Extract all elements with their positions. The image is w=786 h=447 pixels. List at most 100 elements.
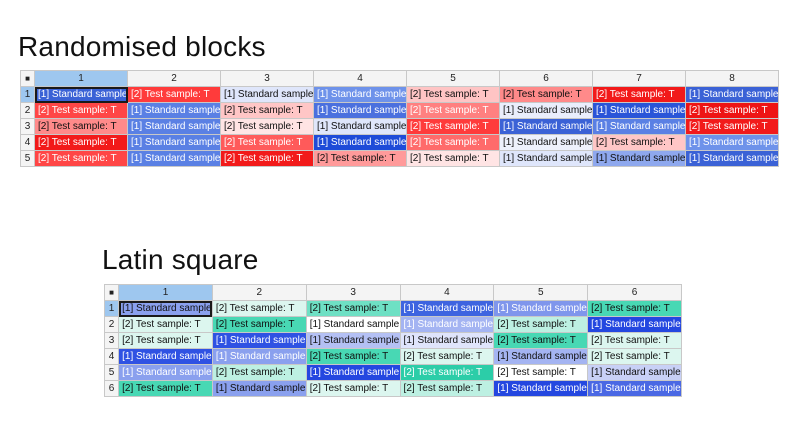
grid-cell[interactable]: [2] Test sample: T <box>587 348 682 365</box>
row-header[interactable]: 2 <box>103 316 120 333</box>
grid-cell[interactable]: [1] Standard sample: S <box>685 150 779 167</box>
select-all-corner[interactable]: ■ <box>103 284 120 301</box>
row-header[interactable]: 3 <box>103 332 120 349</box>
grid-cell[interactable]: [2] Test sample: T <box>305 380 401 397</box>
grid-cell[interactable]: [1] Standard sample: S <box>305 316 401 333</box>
grid-cell[interactable]: [2] Test sample: T <box>399 348 495 365</box>
grid-cell[interactable]: [2] Test sample: T <box>118 316 213 333</box>
grid-cell[interactable]: [2] Test sample: T <box>406 134 500 151</box>
grid-cell[interactable]: [2] Test sample: T <box>592 86 686 103</box>
grid-cell[interactable]: [2] Test sample: T <box>34 150 128 167</box>
grid-cell[interactable]: [1] Standard sample: S <box>118 300 213 317</box>
grid-cell[interactable]: [1] Standard sample: S <box>499 118 593 135</box>
grid-cell[interactable]: [1] Standard sample: S <box>685 134 779 151</box>
column-header[interactable]: 6 <box>587 284 682 301</box>
grid-cell[interactable]: [1] Standard sample: S <box>685 86 779 103</box>
grid-cell[interactable]: [1] Standard sample: S <box>587 380 682 397</box>
grid-cell[interactable]: [1] Standard sample: S <box>313 86 407 103</box>
grid-cell[interactable]: [2] Test sample: T <box>399 380 495 397</box>
grid-cell[interactable]: [1] Standard sample: S <box>592 102 686 119</box>
grid-cell[interactable]: [1] Standard sample: S <box>305 332 401 349</box>
grid-cell[interactable]: [2] Test sample: T <box>493 332 589 349</box>
grid-cell[interactable]: [2] Test sample: T <box>587 332 682 349</box>
row-header[interactable]: 3 <box>20 118 35 135</box>
grid-cell[interactable]: [2] Test sample: T <box>406 86 500 103</box>
grid-cell[interactable]: [2] Test sample: T <box>220 150 314 167</box>
column-header[interactable]: 5 <box>406 70 500 87</box>
row-header[interactable]: 5 <box>20 150 35 167</box>
grid-cell[interactable]: [1] Standard sample: S <box>211 332 307 349</box>
grid-cell[interactable]: [1] Standard sample: S <box>499 150 593 167</box>
grid-cell[interactable]: [1] Standard sample: S <box>127 118 221 135</box>
grid-cell[interactable]: [2] Test sample: T <box>493 364 589 381</box>
column-header[interactable]: 6 <box>499 70 593 87</box>
column-header[interactable]: 3 <box>305 284 401 301</box>
grid-cell[interactable]: [1] Standard sample: S <box>118 364 213 381</box>
column-header[interactable]: 7 <box>592 70 686 87</box>
column-header[interactable]: 2 <box>211 284 307 301</box>
grid-cell[interactable]: [2] Test sample: T <box>34 102 128 119</box>
grid-cell[interactable]: [2] Test sample: T <box>499 86 593 103</box>
row-header[interactable]: 6 <box>103 380 120 397</box>
grid-cell[interactable]: [1] Standard sample: S <box>493 380 589 397</box>
row-header[interactable]: 4 <box>20 134 35 151</box>
grid-cell[interactable]: [1] Standard sample: S <box>587 316 682 333</box>
grid-cell[interactable]: [2] Test sample: T <box>127 86 221 103</box>
grid-cell[interactable]: [1] Standard sample: S <box>220 86 314 103</box>
column-header[interactable]: 2 <box>127 70 221 87</box>
grid-cell[interactable]: [1] Standard sample: S <box>211 380 307 397</box>
row-header[interactable]: 1 <box>20 86 35 103</box>
grid-cell[interactable]: [2] Test sample: T <box>493 316 589 333</box>
grid-cell[interactable]: [2] Test sample: T <box>305 300 401 317</box>
grid-cell[interactable]: [1] Standard sample: S <box>313 134 407 151</box>
column-header[interactable]: 8 <box>685 70 779 87</box>
grid-cell[interactable]: [2] Test sample: T <box>587 300 682 317</box>
grid-cell[interactable]: [2] Test sample: T <box>118 332 213 349</box>
grid-cell[interactable]: [2] Test sample: T <box>118 380 213 397</box>
grid-cell[interactable]: [1] Standard sample: S <box>127 150 221 167</box>
grid-cell[interactable]: [2] Test sample: T <box>211 300 307 317</box>
grid-cell[interactable]: [1] Standard sample: S <box>399 332 495 349</box>
row-header[interactable]: 1 <box>103 300 120 317</box>
grid-cell[interactable]: [2] Test sample: T <box>220 102 314 119</box>
grid-cell[interactable]: [2] Test sample: T <box>685 102 779 119</box>
grid-cell[interactable]: [1] Standard sample: S <box>592 150 686 167</box>
grid-cell[interactable]: [2] Test sample: T <box>305 348 401 365</box>
grid-cell[interactable]: [2] Test sample: T <box>220 118 314 135</box>
grid-cell[interactable]: [1] Standard sample: S <box>399 316 495 333</box>
grid-cell[interactable]: [2] Test sample: T <box>34 134 128 151</box>
grid-cell[interactable]: [2] Test sample: T <box>406 150 500 167</box>
select-all-corner[interactable]: ■ <box>20 70 35 87</box>
grid-cell[interactable]: [1] Standard sample: S <box>313 118 407 135</box>
grid-cell[interactable]: [1] Standard sample: S <box>592 118 686 135</box>
row-header[interactable]: 4 <box>103 348 120 365</box>
grid-cell[interactable]: [2] Test sample: T <box>34 118 128 135</box>
grid-cell[interactable]: [2] Test sample: T <box>406 102 500 119</box>
grid-cell[interactable]: [1] Standard sample: S <box>127 134 221 151</box>
column-header[interactable]: 5 <box>493 284 589 301</box>
grid-cell[interactable]: [1] Standard sample: S <box>34 86 128 103</box>
column-header[interactable]: 3 <box>220 70 314 87</box>
grid-cell[interactable]: [2] Test sample: T <box>399 364 495 381</box>
grid-cell[interactable]: [1] Standard sample: S <box>211 348 307 365</box>
grid-cell[interactable]: [1] Standard sample: S <box>493 300 589 317</box>
grid-cell[interactable]: [1] Standard sample: S <box>587 364 682 381</box>
column-header[interactable]: 4 <box>313 70 407 87</box>
grid-cell[interactable]: [2] Test sample: T <box>220 134 314 151</box>
column-header[interactable]: 1 <box>118 284 213 301</box>
grid-cell[interactable]: [1] Standard sample: S <box>118 348 213 365</box>
grid-cell[interactable]: [2] Test sample: T <box>211 316 307 333</box>
row-header[interactable]: 5 <box>103 364 120 381</box>
grid-cell[interactable]: [2] Test sample: T <box>406 118 500 135</box>
grid-cell[interactable]: [1] Standard sample: S <box>499 134 593 151</box>
grid-cell[interactable]: [2] Test sample: T <box>313 150 407 167</box>
grid-cell[interactable]: [1] Standard sample: S <box>127 102 221 119</box>
grid-cell[interactable]: [2] Test sample: T <box>685 118 779 135</box>
grid-cell[interactable]: [2] Test sample: T <box>592 134 686 151</box>
row-header[interactable]: 2 <box>20 102 35 119</box>
grid-cell[interactable]: [1] Standard sample: S <box>499 102 593 119</box>
grid-cell[interactable]: [1] Standard sample: S <box>493 348 589 365</box>
grid-cell[interactable]: [1] Standard sample: S <box>305 364 401 381</box>
grid-cell[interactable]: [1] Standard sample: S <box>313 102 407 119</box>
grid-cell[interactable]: [2] Test sample: T <box>211 364 307 381</box>
